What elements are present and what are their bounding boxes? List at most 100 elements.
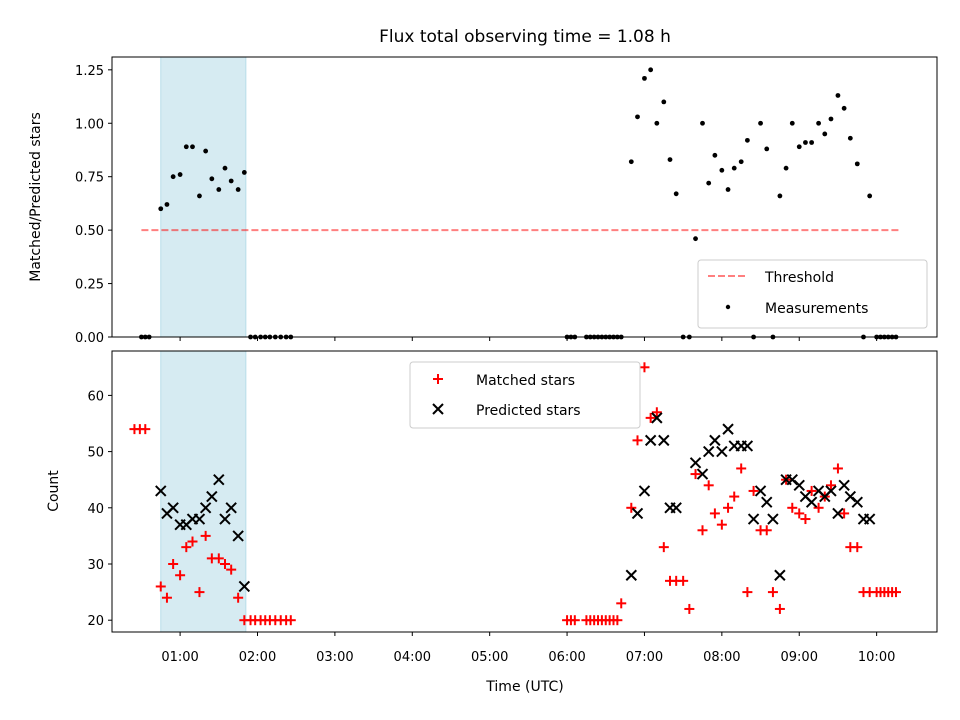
y-tick-label: 60 (87, 389, 104, 404)
bottom-y-axis-label: Count (46, 470, 62, 512)
matched-star-point (175, 570, 186, 581)
matched-star-point (678, 575, 689, 586)
measurement-point (700, 120, 705, 126)
predicted-star-point (851, 496, 863, 508)
predicted-star-point (670, 502, 682, 514)
matched-star-point (213, 553, 224, 564)
matched-star-point (736, 463, 747, 474)
measurement-point (628, 159, 634, 165)
matched-star-point (181, 542, 192, 553)
measurement-point (822, 131, 828, 137)
predicted-star-point (825, 485, 837, 497)
matched-star-point (612, 615, 623, 626)
measurement-point (635, 114, 640, 120)
top-measurement-layer (139, 67, 899, 340)
measurement-point (170, 174, 176, 180)
y-tick-label: 40 (87, 502, 104, 517)
legend-measurements-swatch (725, 304, 731, 310)
measurement-point (847, 135, 853, 141)
x-tick-label: 04:00 (394, 650, 431, 665)
measurement-point (177, 172, 183, 177)
bottom-axes-frame (111, 350, 938, 633)
measurement-point (758, 120, 763, 126)
legend-predicted-label: Predicted stars (476, 403, 581, 419)
x-tick-label: 02:00 (239, 650, 276, 665)
matched-star-point (645, 412, 656, 423)
legend-threshold-label: Threshold (764, 270, 834, 286)
matched-star-point (616, 598, 627, 609)
x-tick-label: 09:00 (781, 650, 818, 665)
predicted-star-point (225, 502, 237, 514)
measurement-point (783, 165, 789, 171)
x-tick-label: 03:00 (316, 650, 353, 665)
measurement-point (789, 120, 795, 126)
measurement-point (667, 157, 673, 162)
bottom-marks-layer (129, 362, 901, 626)
matched-star-point (716, 519, 727, 530)
matched-star-point (632, 435, 643, 446)
matched-star-point (761, 525, 772, 536)
legend-matched-swatch (433, 374, 443, 384)
matched-star-point (697, 525, 708, 536)
predicted-star-point (709, 434, 721, 447)
legend-predicted-swatch (432, 403, 444, 415)
predicted-star-point (625, 569, 638, 581)
y-tick-label: 1.00 (75, 117, 104, 132)
x-tick-label: 10:00 (858, 650, 895, 665)
predicted-star-point (232, 530, 244, 542)
measurement-point (809, 140, 815, 145)
matched-star-point (800, 514, 811, 525)
top-panel: 0.00 0.25 0.50 0.75 1.00 1.25 Matched/Predict… (28, 56, 938, 346)
predicted-star-point (722, 423, 734, 435)
matched-star-point (226, 564, 237, 575)
matched-star-point (890, 587, 901, 598)
measurement-point (803, 140, 808, 145)
observing-window-span (160, 350, 247, 633)
legend-matched-label: Matched stars (476, 373, 575, 389)
matched-star-point (832, 463, 843, 474)
bottom-panel: 20 30 40 50 60 01:00 02:00 03:00 04:00 05:00 06:0… (46, 350, 938, 695)
measurement-point (241, 170, 247, 175)
matched-star-point (187, 536, 198, 547)
measurement-point (841, 105, 847, 111)
measurement-point (216, 187, 222, 192)
measurement-point (712, 152, 718, 158)
predicted-star-point (638, 485, 651, 497)
y-tick-label: 0.75 (75, 171, 104, 186)
measurement-point (764, 146, 770, 152)
measurement-point (777, 193, 783, 199)
measurement-point (816, 120, 821, 126)
measurement-point (654, 120, 660, 126)
measurement-point (661, 99, 667, 105)
matched-star-point (852, 542, 863, 553)
x-tick-label: 01:00 (161, 650, 198, 665)
matched-star-point (219, 558, 230, 569)
measurement-point (203, 148, 209, 154)
matched-star-point (742, 587, 753, 598)
top-legend: Threshold Measurements (697, 259, 928, 329)
y-tick-label: 0.00 (75, 331, 104, 346)
predicted-star-point (863, 513, 876, 525)
measurement-point (642, 75, 647, 81)
predicted-star-point (838, 479, 850, 492)
predicted-star-point (702, 445, 715, 458)
measurement-point (693, 236, 698, 242)
measurement-point (164, 202, 170, 207)
matched-star-point (200, 530, 211, 541)
bottom-legend-box (409, 361, 641, 429)
matched-star-point (813, 502, 824, 513)
x-tick-label: 08:00 (703, 650, 740, 665)
matched-star-point (839, 508, 850, 519)
predicted-star-point (767, 513, 779, 525)
predicted-star-point (219, 513, 231, 525)
predicted-star-point (199, 502, 212, 514)
predicted-star-point (167, 502, 179, 514)
y-tick-label: 20 (87, 614, 104, 629)
top-legend-box (697, 259, 928, 329)
predicted-star-point (631, 507, 644, 520)
measurement-point (706, 180, 712, 186)
measurement-point (197, 193, 202, 199)
measurement-point (235, 187, 241, 192)
matched-star-point (690, 469, 701, 480)
predicted-star-point (644, 434, 657, 447)
